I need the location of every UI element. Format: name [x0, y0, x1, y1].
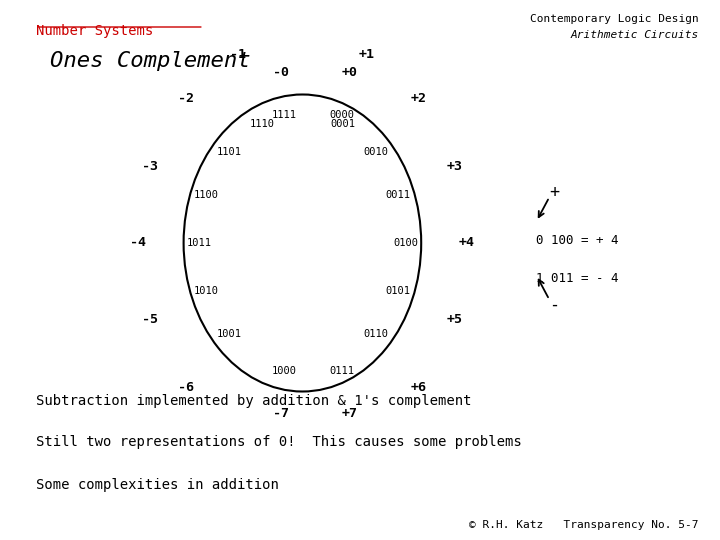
Text: 0001: 0001	[330, 119, 355, 129]
Text: -: -	[549, 296, 559, 314]
Text: Ones Complement: Ones Complement	[50, 51, 251, 71]
Text: 1100: 1100	[194, 190, 219, 200]
Text: 1 011 = - 4: 1 011 = - 4	[536, 272, 619, 285]
Text: 0101: 0101	[386, 286, 410, 296]
Text: +: +	[549, 183, 559, 201]
Text: -7: -7	[273, 407, 289, 420]
Text: -2: -2	[179, 92, 194, 105]
Text: +2: +2	[410, 92, 426, 105]
Text: +1: +1	[359, 48, 374, 61]
Text: -5: -5	[143, 313, 158, 326]
Text: -3: -3	[143, 160, 158, 173]
Text: Some complexities in addition: Some complexities in addition	[36, 478, 279, 492]
Text: +7: +7	[341, 407, 357, 420]
Text: 0 100 = + 4: 0 100 = + 4	[536, 234, 619, 247]
Text: +4: +4	[459, 237, 474, 249]
Text: 1111: 1111	[272, 110, 297, 120]
Text: 1101: 1101	[217, 147, 242, 157]
Text: Arithmetic Circuits: Arithmetic Circuits	[570, 30, 698, 40]
Text: -4: -4	[130, 237, 146, 249]
Text: +0: +0	[341, 66, 357, 79]
Text: 1010: 1010	[194, 286, 219, 296]
Text: 0100: 0100	[393, 238, 418, 248]
Text: 1110: 1110	[250, 119, 274, 129]
Text: +6: +6	[410, 381, 426, 394]
Text: -0: -0	[273, 66, 289, 79]
Text: Contemporary Logic Design: Contemporary Logic Design	[530, 14, 698, 24]
Text: -6: -6	[179, 381, 194, 394]
Text: 1000: 1000	[272, 366, 297, 376]
Text: 1011: 1011	[186, 238, 212, 248]
Text: -1: -1	[230, 48, 246, 61]
Text: 0111: 0111	[330, 366, 354, 376]
Text: 0000: 0000	[330, 110, 354, 120]
Text: © R.H. Katz   Transparency No. 5-7: © R.H. Katz Transparency No. 5-7	[469, 520, 698, 530]
Text: 1001: 1001	[217, 329, 242, 339]
Text: +5: +5	[446, 313, 462, 326]
Text: +3: +3	[446, 160, 462, 173]
Text: Subtraction implemented by addition & 1's complement: Subtraction implemented by addition & 1'…	[36, 394, 472, 408]
Text: 0011: 0011	[386, 190, 410, 200]
Text: 0010: 0010	[363, 147, 388, 157]
Text: 0110: 0110	[363, 329, 388, 339]
Text: Number Systems: Number Systems	[36, 24, 153, 38]
Text: Still two representations of 0!  This causes some problems: Still two representations of 0! This cau…	[36, 435, 522, 449]
